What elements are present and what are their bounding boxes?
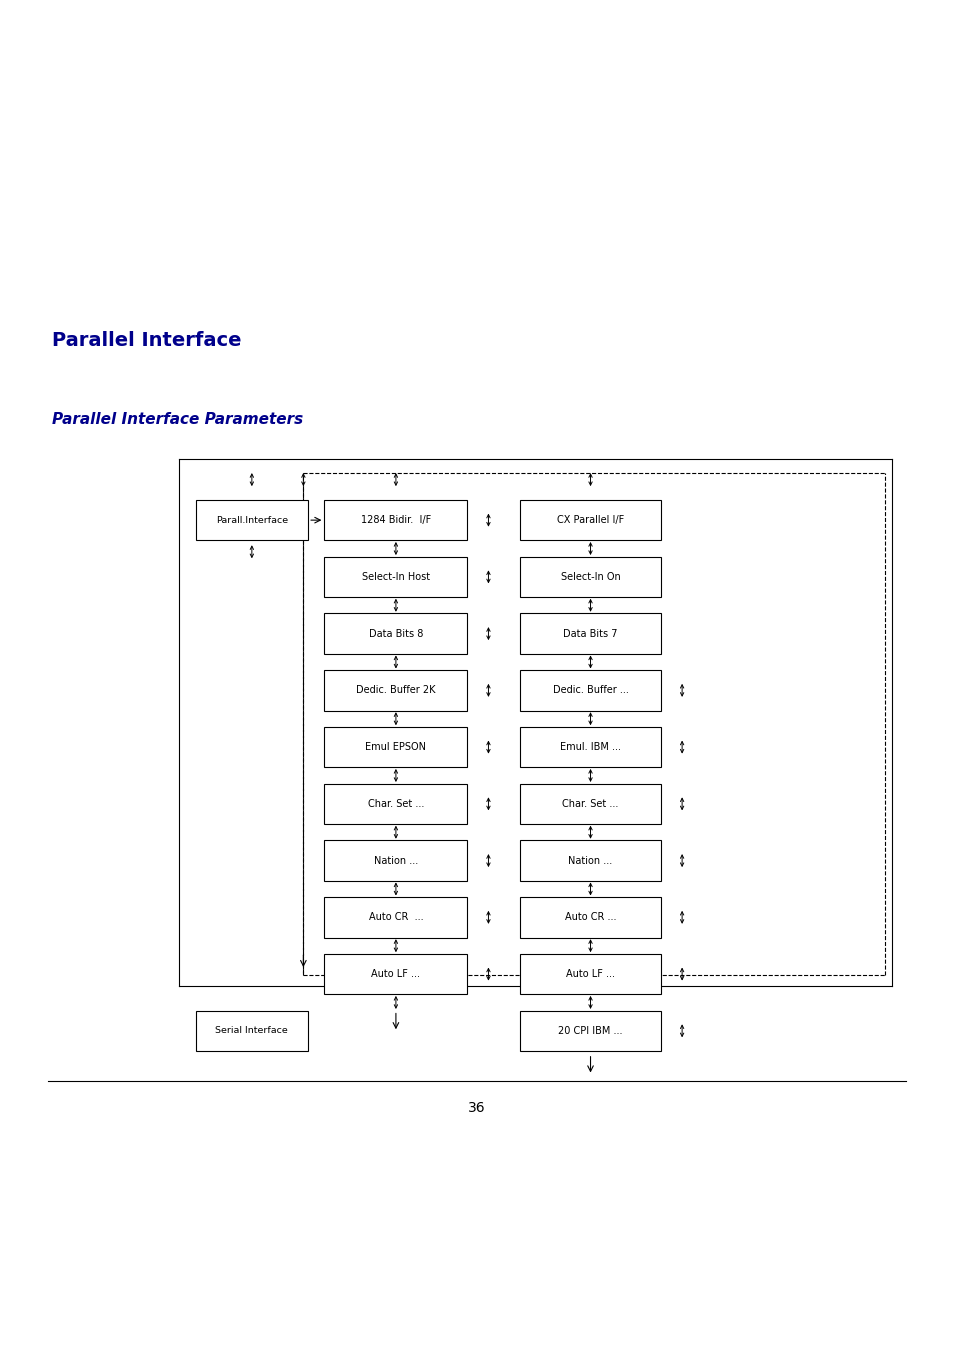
Text: Parall.Interface: Parall.Interface	[215, 516, 288, 524]
Text: Data Bits 8: Data Bits 8	[369, 628, 422, 639]
FancyBboxPatch shape	[519, 1011, 660, 1051]
FancyBboxPatch shape	[324, 613, 467, 654]
Text: Select-In On: Select-In On	[560, 571, 619, 582]
Text: 20 CPI IBM ...: 20 CPI IBM ...	[558, 1025, 622, 1036]
FancyBboxPatch shape	[519, 500, 660, 540]
Text: Char. Set ...: Char. Set ...	[561, 798, 618, 809]
Text: Char. Set ...: Char. Set ...	[367, 798, 424, 809]
FancyBboxPatch shape	[519, 613, 660, 654]
Text: Emul. IBM ...: Emul. IBM ...	[559, 742, 620, 753]
Text: CX Parallel I/F: CX Parallel I/F	[557, 515, 623, 526]
FancyBboxPatch shape	[324, 954, 467, 994]
FancyBboxPatch shape	[519, 954, 660, 994]
Text: Select-In Host: Select-In Host	[361, 571, 430, 582]
Text: Serial Interface: Serial Interface	[215, 1027, 288, 1035]
Text: 1284 Bidir.  I/F: 1284 Bidir. I/F	[360, 515, 431, 526]
Text: Auto CR ...: Auto CR ...	[564, 912, 616, 923]
FancyBboxPatch shape	[519, 784, 660, 824]
FancyBboxPatch shape	[195, 1011, 308, 1051]
Text: Parallel Interface: Parallel Interface	[52, 331, 242, 350]
FancyBboxPatch shape	[324, 500, 467, 540]
Text: Dedic. Buffer ...: Dedic. Buffer ...	[552, 685, 628, 696]
FancyBboxPatch shape	[519, 727, 660, 767]
FancyBboxPatch shape	[519, 897, 660, 938]
Text: Auto LF ...: Auto LF ...	[565, 969, 615, 979]
FancyBboxPatch shape	[324, 557, 467, 597]
Text: Data Bits 7: Data Bits 7	[562, 628, 618, 639]
FancyBboxPatch shape	[324, 897, 467, 938]
FancyBboxPatch shape	[324, 840, 467, 881]
FancyBboxPatch shape	[519, 670, 660, 711]
FancyBboxPatch shape	[324, 727, 467, 767]
Text: Dedic. Buffer 2K: Dedic. Buffer 2K	[355, 685, 436, 696]
Text: Nation ...: Nation ...	[374, 855, 417, 866]
Text: Auto CR  ...: Auto CR ...	[368, 912, 423, 923]
FancyBboxPatch shape	[324, 784, 467, 824]
Text: Nation ...: Nation ...	[568, 855, 612, 866]
Text: 36: 36	[468, 1101, 485, 1115]
FancyBboxPatch shape	[519, 840, 660, 881]
Text: Emul EPSON: Emul EPSON	[365, 742, 426, 753]
FancyBboxPatch shape	[324, 670, 467, 711]
Text: Parallel Interface Parameters: Parallel Interface Parameters	[52, 412, 303, 427]
FancyBboxPatch shape	[519, 557, 660, 597]
FancyBboxPatch shape	[195, 500, 308, 540]
Text: Auto LF ...: Auto LF ...	[371, 969, 420, 979]
